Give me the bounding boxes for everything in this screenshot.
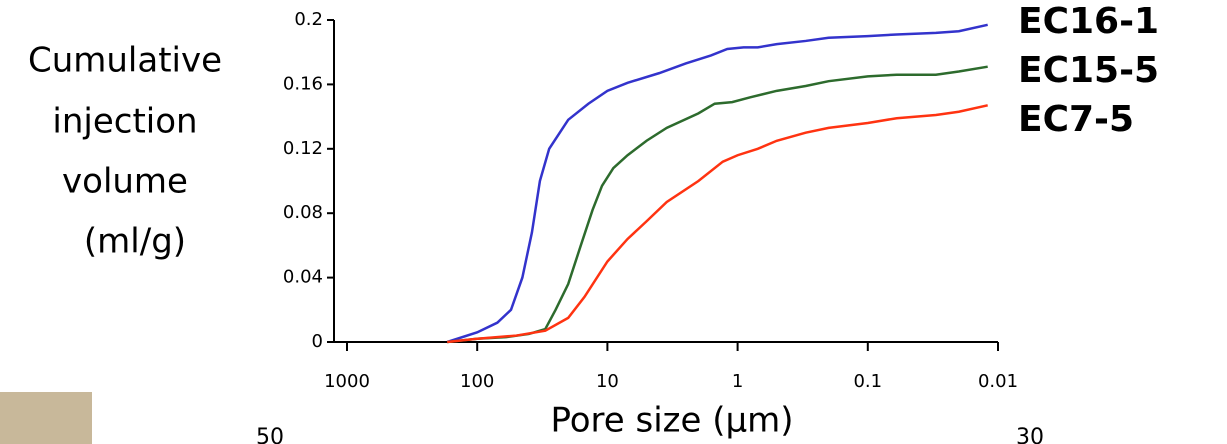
y-tick-label: 0.2	[294, 9, 323, 30]
y-tick-label: 0	[312, 331, 323, 352]
y-tick-label: 0.16	[283, 73, 323, 94]
x-tick-label: 1000	[324, 371, 370, 392]
y-tick-label: 0.04	[283, 267, 323, 288]
y-tick-label: 0.12	[283, 138, 323, 159]
line	[447, 104, 988, 344]
legend-label: EC15-5	[1018, 50, 1159, 91]
x-tick-label: 0.1	[853, 371, 882, 392]
x-tick-label: 0.01	[978, 371, 1018, 392]
photo-fragment	[0, 392, 92, 444]
y-axis-title: volume	[62, 162, 188, 202]
line	[446, 23, 988, 344]
line	[447, 65, 988, 344]
legend-label: EC16-1	[1018, 1, 1159, 42]
x-tick-label: 100	[460, 371, 494, 392]
y-tick-label: 0.08	[283, 202, 323, 223]
y-axis-title: injection	[52, 102, 197, 142]
x-axis-title: Pore size (µm)	[550, 401, 793, 441]
y-axis-title: (ml/g)	[84, 222, 186, 262]
x-tick-label: 1	[732, 371, 743, 392]
x-tick-label: 10	[596, 371, 619, 392]
annotation: 30	[1016, 425, 1044, 444]
legend-label: EC7-5	[1018, 99, 1134, 140]
annotation: 50	[256, 425, 284, 444]
y-axis-title: Cumulative	[28, 41, 222, 81]
